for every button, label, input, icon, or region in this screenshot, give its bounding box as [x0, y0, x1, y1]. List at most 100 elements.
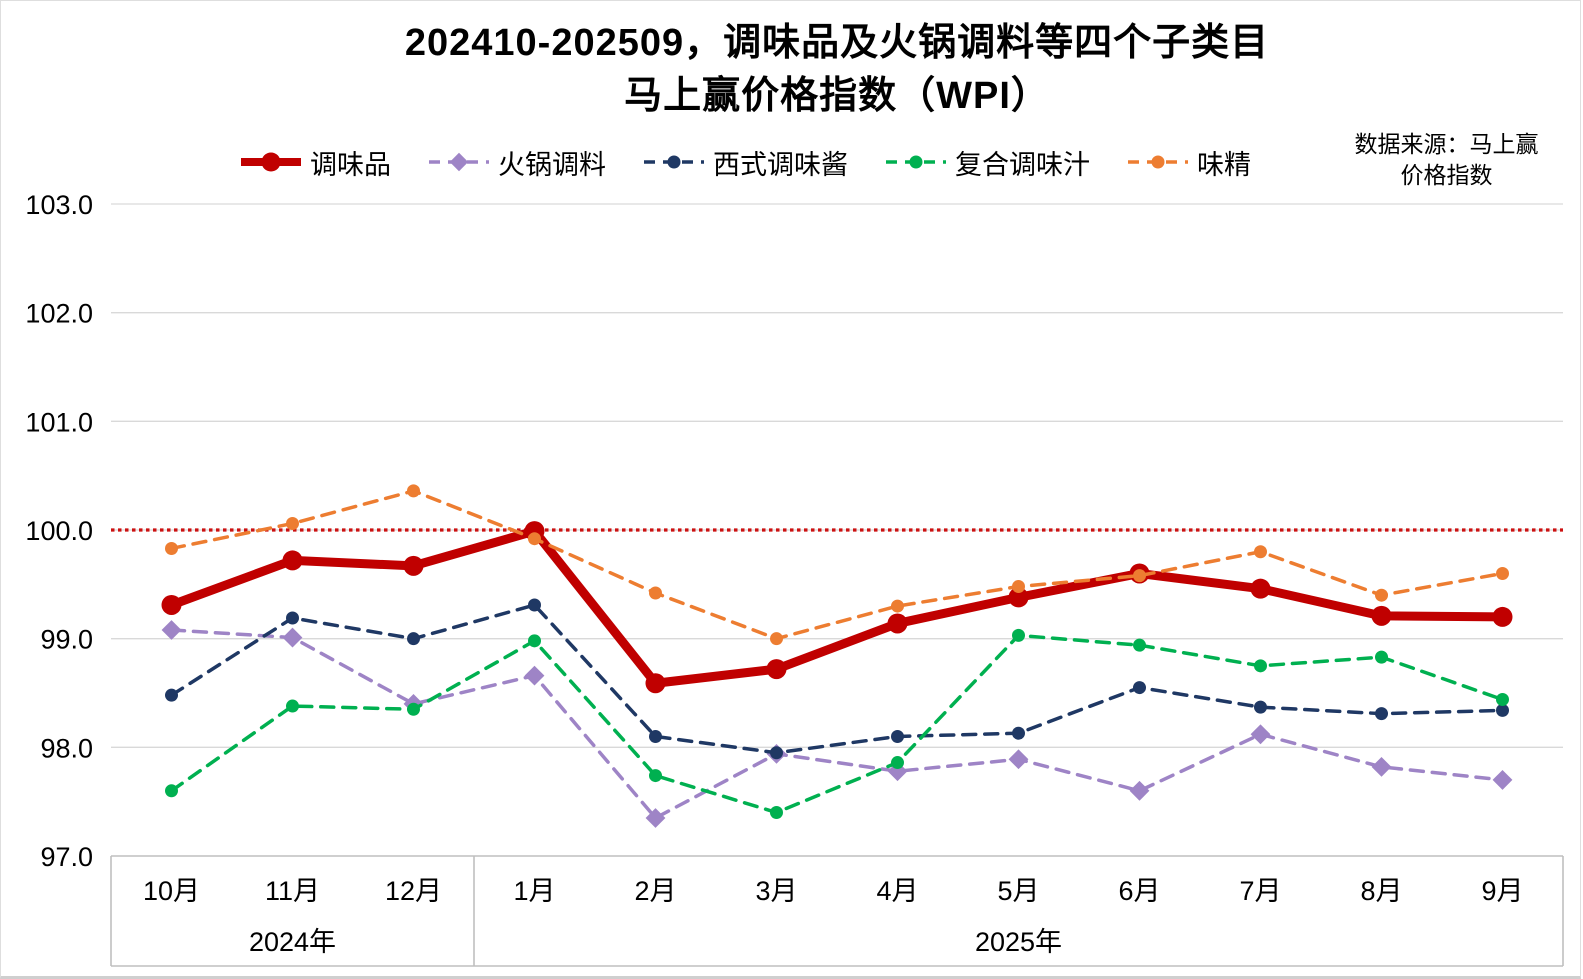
legend-label: 调味品 — [310, 149, 391, 180]
data-point — [1375, 588, 1388, 602]
data-point — [649, 729, 662, 743]
data-point — [282, 550, 303, 571]
data-point — [407, 702, 420, 716]
x-axis-table — [110, 855, 1564, 967]
x-axis-year-labels: 2024年 2025年 — [249, 927, 1062, 957]
data-point — [770, 746, 783, 760]
series-line — [169, 603, 1505, 755]
data-point — [770, 632, 783, 646]
data-point — [1371, 756, 1392, 777]
x-group-label: 2025年 — [975, 927, 1062, 957]
legend-marker — [449, 152, 469, 172]
data-point — [161, 594, 182, 615]
data-point — [1008, 587, 1029, 608]
legend-label: 味精 — [1197, 149, 1251, 180]
data-point — [1012, 580, 1025, 594]
data-point — [645, 808, 666, 828]
series-西式调味酱 — [165, 598, 1509, 760]
data-point — [165, 784, 178, 798]
data-point — [1133, 638, 1146, 652]
y-gridlines — [111, 203, 1563, 748]
data-point — [528, 532, 541, 546]
data-point — [1133, 681, 1146, 695]
chart-title: 202410-202509，调味品及火锅调料等四个子类目 马上赢价格指数（WPI… — [111, 17, 1563, 123]
data-point — [891, 729, 904, 743]
data-point — [407, 632, 420, 646]
data-point — [282, 627, 303, 648]
legend-marker-icon — [886, 155, 946, 169]
legend-marker — [909, 155, 923, 169]
x-tick-label: 5月 — [997, 876, 1039, 906]
x-tick-label: 2月 — [634, 876, 676, 906]
y-tick-label: 102.0 — [25, 299, 93, 329]
legend-item-西式调味酱[interactable]: 西式调味酱 — [642, 143, 848, 182]
data-source-line1: 数据来源：马上赢 — [1354, 131, 1539, 157]
data-source-note: 数据来源：马上赢 价格指数 — [1329, 129, 1564, 191]
data-point — [1012, 726, 1025, 740]
series-调味品 — [161, 521, 1513, 694]
data-point — [1375, 707, 1388, 721]
series-火锅调料 — [161, 620, 1513, 828]
x-group-label: 2024年 — [249, 927, 336, 957]
legend-item-复合调味汁[interactable]: 复合调味汁 — [884, 143, 1090, 182]
y-tick-label: 99.0 — [40, 625, 93, 655]
legend-marker-icon — [1128, 155, 1188, 169]
data-source-line2: 价格指数 — [1400, 162, 1493, 188]
data-point — [891, 756, 904, 770]
legend-marker-icon — [241, 152, 301, 172]
data-point — [887, 613, 908, 634]
legend-label: 火锅调料 — [498, 149, 606, 180]
y-tick-label: 103.0 — [25, 190, 93, 220]
y-tick-label: 100.0 — [25, 516, 93, 546]
data-point — [407, 484, 420, 498]
y-tick-label: 101.0 — [25, 407, 93, 437]
data-point — [649, 586, 662, 600]
data-point — [1133, 569, 1146, 583]
data-point — [1371, 605, 1392, 626]
data-point — [1492, 770, 1513, 790]
legend-label: 西式调味酱 — [713, 149, 848, 180]
data-point — [645, 673, 666, 694]
legend-label: 复合调味汁 — [955, 149, 1090, 180]
series-line — [169, 489, 1505, 641]
data-point — [891, 599, 904, 613]
legend: 调味品 火锅调料 西式调味酱 复合调味汁 味精 — [239, 142, 1251, 182]
x-axis-month-labels: 10月 11月 12月 1月 2月 3月 4月 5月 6月 7月 8月 9月 — [143, 876, 1524, 906]
data-point — [649, 769, 662, 783]
data-point — [1129, 780, 1150, 801]
data-point — [528, 598, 541, 612]
x-tick-label: 1月 — [513, 876, 555, 906]
legend-marker — [667, 155, 681, 169]
data-point — [1375, 650, 1388, 664]
legend-item-味精[interactable]: 味精 — [1126, 143, 1251, 182]
data-point — [524, 665, 545, 686]
data-point — [286, 611, 299, 625]
x-tick-label: 3月 — [755, 876, 797, 906]
x-tick-label: 6月 — [1118, 876, 1160, 906]
data-point — [286, 516, 299, 530]
legend-marker — [261, 152, 281, 172]
data-point — [1254, 700, 1267, 714]
legend-item-火锅调料[interactable]: 火锅调料 — [427, 143, 606, 182]
data-point — [1496, 703, 1509, 717]
y-tick-label: 98.0 — [40, 733, 93, 763]
data-point — [528, 634, 541, 648]
series-line — [169, 633, 1505, 815]
data-point — [286, 699, 299, 713]
chart-title-line1: 202410-202509，调味品及火锅调料等四个子类目 — [404, 22, 1270, 64]
data-point — [766, 659, 787, 680]
legend-marker-icon — [644, 155, 704, 169]
data-point — [1250, 578, 1271, 599]
series-line — [167, 526, 1507, 688]
legend-item-调味品[interactable]: 调味品 — [239, 143, 391, 182]
x-tick-label: 4月 — [876, 876, 918, 906]
data-point — [770, 806, 783, 820]
data-point — [1496, 693, 1509, 707]
legend-marker-icon — [429, 152, 489, 172]
chart-title-line2: 马上赢价格指数（WPI） — [624, 75, 1050, 117]
data-point — [1250, 724, 1271, 745]
y-tick-label: 97.0 — [40, 842, 93, 872]
x-tick-label: 7月 — [1239, 876, 1281, 906]
series-复合调味汁 — [165, 628, 1509, 820]
